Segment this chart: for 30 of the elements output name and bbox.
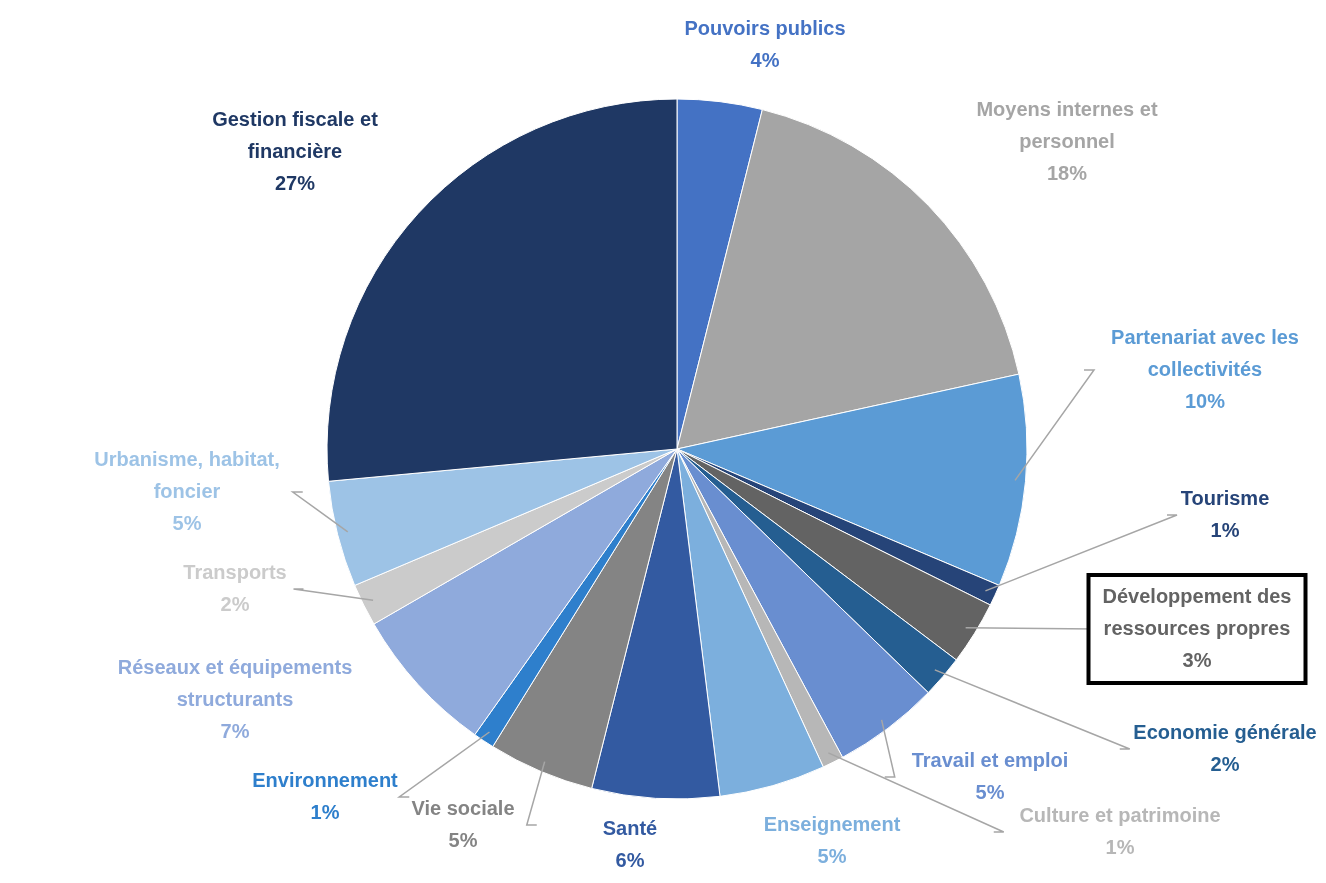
slice-label: Réseaux et équipements structurants [117,656,353,711]
data-label: 4% [750,49,780,72]
data-label: 1% [1105,836,1135,859]
data-label: 7% [220,720,250,743]
slice-label: Santé [602,817,658,840]
data-label: 5% [172,512,202,535]
data-label: 5% [448,829,478,852]
slice-label: Urbanisme, habitat, foncier [94,448,280,503]
slice-label: Moyens internes et personnel [976,98,1158,153]
data-label: 1% [310,801,340,824]
data-label: 1% [1210,519,1240,542]
slice-label: Travail et emploi [911,749,1069,772]
slice-label: Environnement [252,769,399,792]
data-label: 5% [975,781,1005,804]
slice-label: Enseignement [763,813,901,836]
data-label: 6% [615,849,645,872]
data-label: 18% [1046,162,1088,185]
slice-label: Vie sociale [411,797,515,820]
slice-label: Culture et patrimoine [1019,804,1221,827]
slice-label: Développement des ressources propres [1102,585,1292,640]
slice-label: Tourisme [1180,487,1270,510]
data-label: 3% [1182,649,1212,672]
data-label: 27% [274,172,316,195]
data-label: 5% [817,845,847,868]
data-label: 10% [1184,390,1226,413]
slice-label: Pouvoirs publics [684,17,846,40]
slice-label: Gestion fiscale et financière [212,108,379,163]
data-label: 2% [1210,753,1240,776]
slice-label: Economie générale [1133,721,1317,744]
slice-label: Partenariat avec les collectivités [1111,326,1299,381]
